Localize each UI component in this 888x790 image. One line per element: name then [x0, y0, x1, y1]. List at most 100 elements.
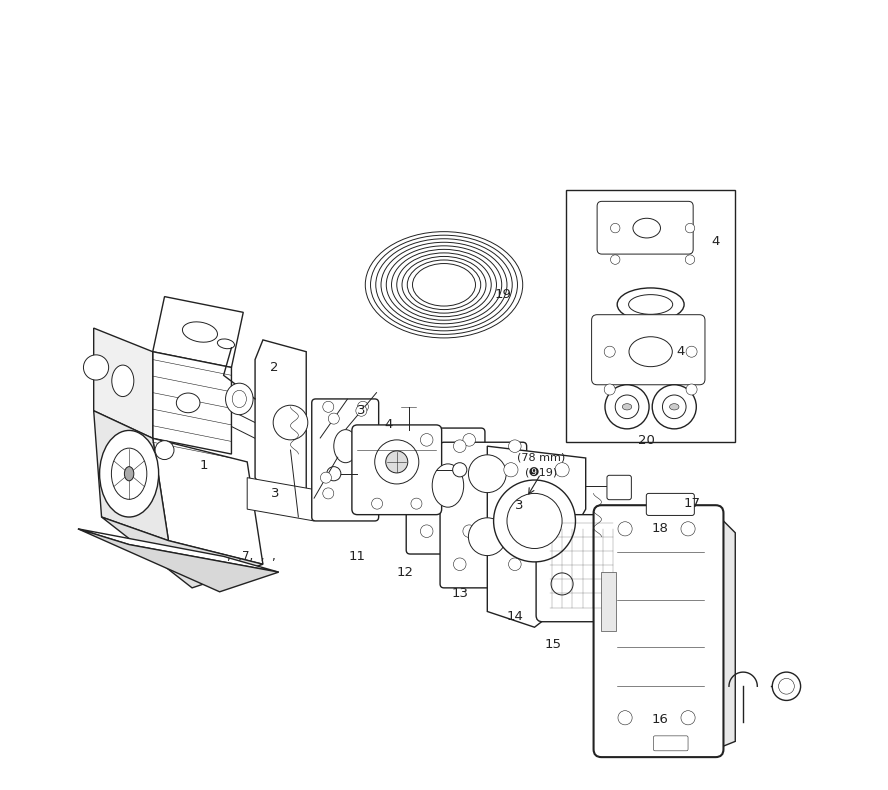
Text: (78 mm): (78 mm) — [517, 453, 565, 463]
Circle shape — [686, 346, 697, 357]
FancyBboxPatch shape — [597, 201, 694, 254]
Ellipse shape — [617, 288, 684, 321]
Circle shape — [411, 498, 422, 509]
Circle shape — [420, 525, 433, 537]
Circle shape — [662, 395, 686, 419]
Text: 11: 11 — [349, 550, 366, 563]
Ellipse shape — [111, 448, 147, 499]
FancyBboxPatch shape — [406, 428, 485, 554]
Circle shape — [605, 385, 649, 429]
Circle shape — [375, 440, 419, 484]
Ellipse shape — [334, 430, 357, 463]
Ellipse shape — [182, 322, 218, 342]
Ellipse shape — [226, 383, 253, 415]
Ellipse shape — [233, 390, 246, 408]
Text: 2: 2 — [271, 361, 279, 374]
Text: 14: 14 — [506, 611, 523, 623]
Circle shape — [509, 558, 521, 570]
Polygon shape — [94, 328, 153, 438]
Circle shape — [652, 385, 696, 429]
Bar — [566, 190, 735, 442]
Text: 3: 3 — [514, 498, 523, 512]
Polygon shape — [488, 446, 586, 627]
Polygon shape — [255, 340, 306, 502]
Circle shape — [155, 441, 174, 460]
Circle shape — [371, 498, 383, 509]
Circle shape — [385, 451, 408, 473]
Circle shape — [322, 401, 334, 412]
Ellipse shape — [468, 517, 506, 555]
Polygon shape — [153, 296, 243, 367]
Circle shape — [686, 384, 697, 395]
Circle shape — [329, 413, 339, 424]
Polygon shape — [101, 517, 263, 588]
Text: 4: 4 — [711, 235, 720, 248]
Circle shape — [681, 711, 695, 725]
FancyBboxPatch shape — [654, 735, 688, 750]
Circle shape — [454, 558, 466, 570]
FancyBboxPatch shape — [591, 314, 705, 385]
Circle shape — [321, 472, 331, 483]
Circle shape — [420, 434, 433, 446]
Circle shape — [610, 255, 620, 265]
Ellipse shape — [218, 339, 234, 348]
Text: 16: 16 — [652, 713, 669, 726]
FancyBboxPatch shape — [646, 494, 694, 515]
Circle shape — [454, 440, 466, 453]
FancyBboxPatch shape — [312, 399, 378, 521]
FancyBboxPatch shape — [536, 514, 628, 622]
Text: 3: 3 — [357, 404, 366, 417]
Text: 18: 18 — [652, 522, 669, 536]
Ellipse shape — [622, 404, 631, 410]
Polygon shape — [94, 411, 169, 540]
Ellipse shape — [177, 393, 200, 412]
Polygon shape — [247, 478, 314, 521]
Circle shape — [773, 672, 801, 701]
Text: (➒19): (➒19) — [525, 468, 557, 479]
Circle shape — [356, 405, 367, 416]
Circle shape — [322, 488, 334, 499]
Ellipse shape — [670, 404, 679, 410]
Circle shape — [681, 521, 695, 536]
Circle shape — [503, 463, 518, 477]
Text: 13: 13 — [451, 587, 468, 600]
Ellipse shape — [633, 218, 661, 238]
Circle shape — [604, 346, 615, 357]
Ellipse shape — [112, 365, 134, 397]
Circle shape — [507, 494, 562, 548]
Circle shape — [357, 401, 369, 412]
FancyBboxPatch shape — [607, 476, 631, 500]
Circle shape — [327, 467, 341, 481]
Circle shape — [274, 405, 308, 440]
Circle shape — [618, 711, 632, 725]
FancyBboxPatch shape — [440, 442, 527, 588]
Ellipse shape — [629, 337, 672, 367]
Ellipse shape — [468, 455, 506, 493]
Polygon shape — [716, 513, 735, 749]
Circle shape — [555, 463, 569, 477]
Ellipse shape — [99, 431, 159, 517]
Circle shape — [604, 384, 615, 395]
Circle shape — [453, 463, 467, 477]
Circle shape — [551, 573, 573, 595]
Text: 12: 12 — [396, 566, 413, 578]
Text: 19: 19 — [495, 288, 511, 301]
FancyBboxPatch shape — [352, 425, 441, 514]
Circle shape — [610, 224, 620, 233]
Circle shape — [779, 679, 794, 694]
Bar — [601, 572, 615, 631]
Circle shape — [463, 434, 475, 446]
Text: ,  ,7,  ,  ,: , ,7, , , — [226, 550, 275, 563]
Circle shape — [686, 255, 694, 265]
Circle shape — [83, 355, 108, 380]
Circle shape — [463, 525, 475, 537]
Text: 3: 3 — [271, 487, 279, 500]
Circle shape — [615, 395, 638, 419]
Circle shape — [494, 480, 575, 562]
Polygon shape — [78, 529, 279, 572]
Ellipse shape — [629, 295, 673, 314]
Text: 20: 20 — [638, 435, 654, 447]
Text: 4: 4 — [676, 345, 685, 358]
Ellipse shape — [432, 464, 464, 507]
Text: 17: 17 — [684, 497, 701, 510]
